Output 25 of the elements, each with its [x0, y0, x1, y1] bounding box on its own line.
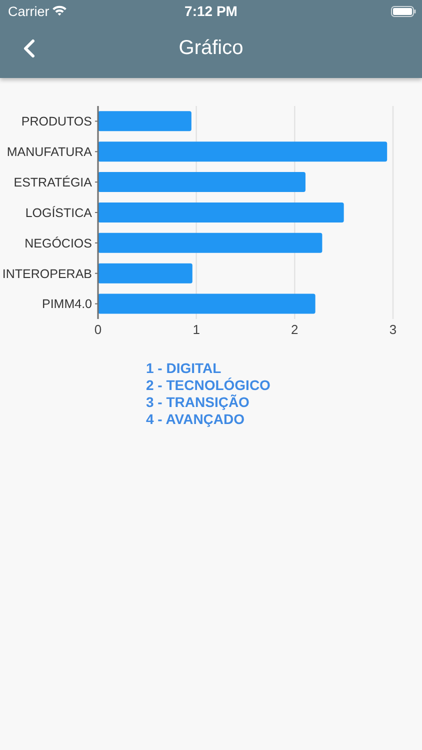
bar — [98, 232, 322, 253]
text: 1 - DIGITAL — [146, 360, 222, 377]
bar — [98, 111, 192, 132]
bar — [98, 172, 306, 192]
text: 4 - AVANÇADO — [146, 411, 246, 428]
bar — [98, 263, 192, 284]
y-tick-label: MANUFATURA — [6, 145, 93, 160]
x-tick-label: 2 — [291, 322, 298, 338]
text: 2 - TECNOLÓGICO — [146, 377, 270, 394]
bar — [98, 294, 316, 314]
bar — [98, 142, 388, 162]
bar — [98, 202, 344, 222]
y-tick-label: PRODUTOS — [21, 114, 92, 129]
y-tick-label: ESTRATÉGIA — [14, 176, 93, 190]
text: Carrier — [8, 3, 50, 20]
chart-title: Gráfico — [178, 36, 244, 61]
y-tick-label: LOGÍSTICA — [25, 206, 93, 220]
y-tick-label: PIMM4.0 — [42, 297, 92, 312]
x-tick-label: 3 — [389, 322, 397, 338]
text: 7:12 PM — [184, 3, 238, 19]
text: 3 - TRANSIÇÃO — [146, 394, 250, 411]
x-tick-label: 1 — [192, 322, 200, 338]
y-tick-label: INTEROPERAB — [2, 266, 92, 281]
x-tick-label: 0 — [94, 322, 102, 338]
y-tick-label: NEGÓCIOS — [24, 236, 92, 250]
